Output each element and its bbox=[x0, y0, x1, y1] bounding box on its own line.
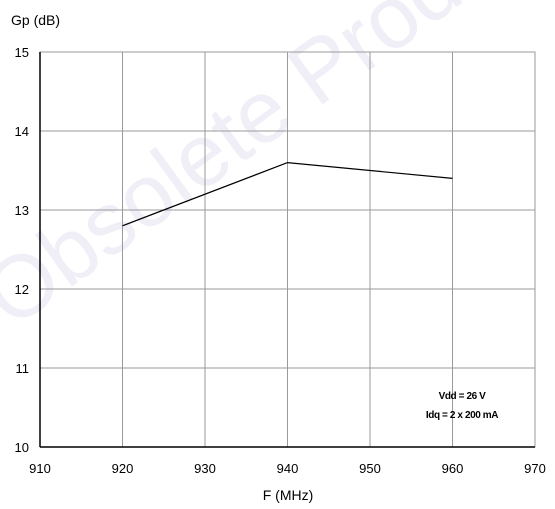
x-tick-label: 950 bbox=[359, 461, 381, 476]
y-tick-label: 10 bbox=[15, 440, 29, 455]
x-axis-label: F (MHz) bbox=[263, 487, 314, 503]
y-tick-label: 12 bbox=[15, 282, 29, 297]
series-layer bbox=[122, 161, 453, 227]
y-tick-label: 15 bbox=[15, 45, 29, 60]
x-tick-label: 960 bbox=[442, 461, 464, 476]
x-tick-label: 910 bbox=[29, 461, 51, 476]
y-axis-label: Gp (dB) bbox=[11, 12, 60, 28]
x-tick-label: 930 bbox=[194, 461, 216, 476]
plot-frame bbox=[39, 51, 536, 448]
annotation-vdd: Vdd = 26 V bbox=[439, 391, 487, 402]
y-tick-label: 13 bbox=[15, 203, 29, 218]
annotation-idq: Idq = 2 x 200 mA bbox=[426, 410, 498, 421]
y-tick-label: 14 bbox=[15, 124, 29, 139]
y-tick-label: 11 bbox=[16, 361, 30, 376]
x-tick-labels: 910 920 930 940 950 960 970 bbox=[29, 461, 546, 476]
y-tick-labels: 10 11 12 13 14 15 bbox=[15, 45, 29, 455]
x-tick-label: 970 bbox=[524, 461, 546, 476]
x-tick-label: 920 bbox=[112, 461, 134, 476]
series-line bbox=[122, 161, 453, 227]
x-tick-label: 940 bbox=[277, 461, 299, 476]
